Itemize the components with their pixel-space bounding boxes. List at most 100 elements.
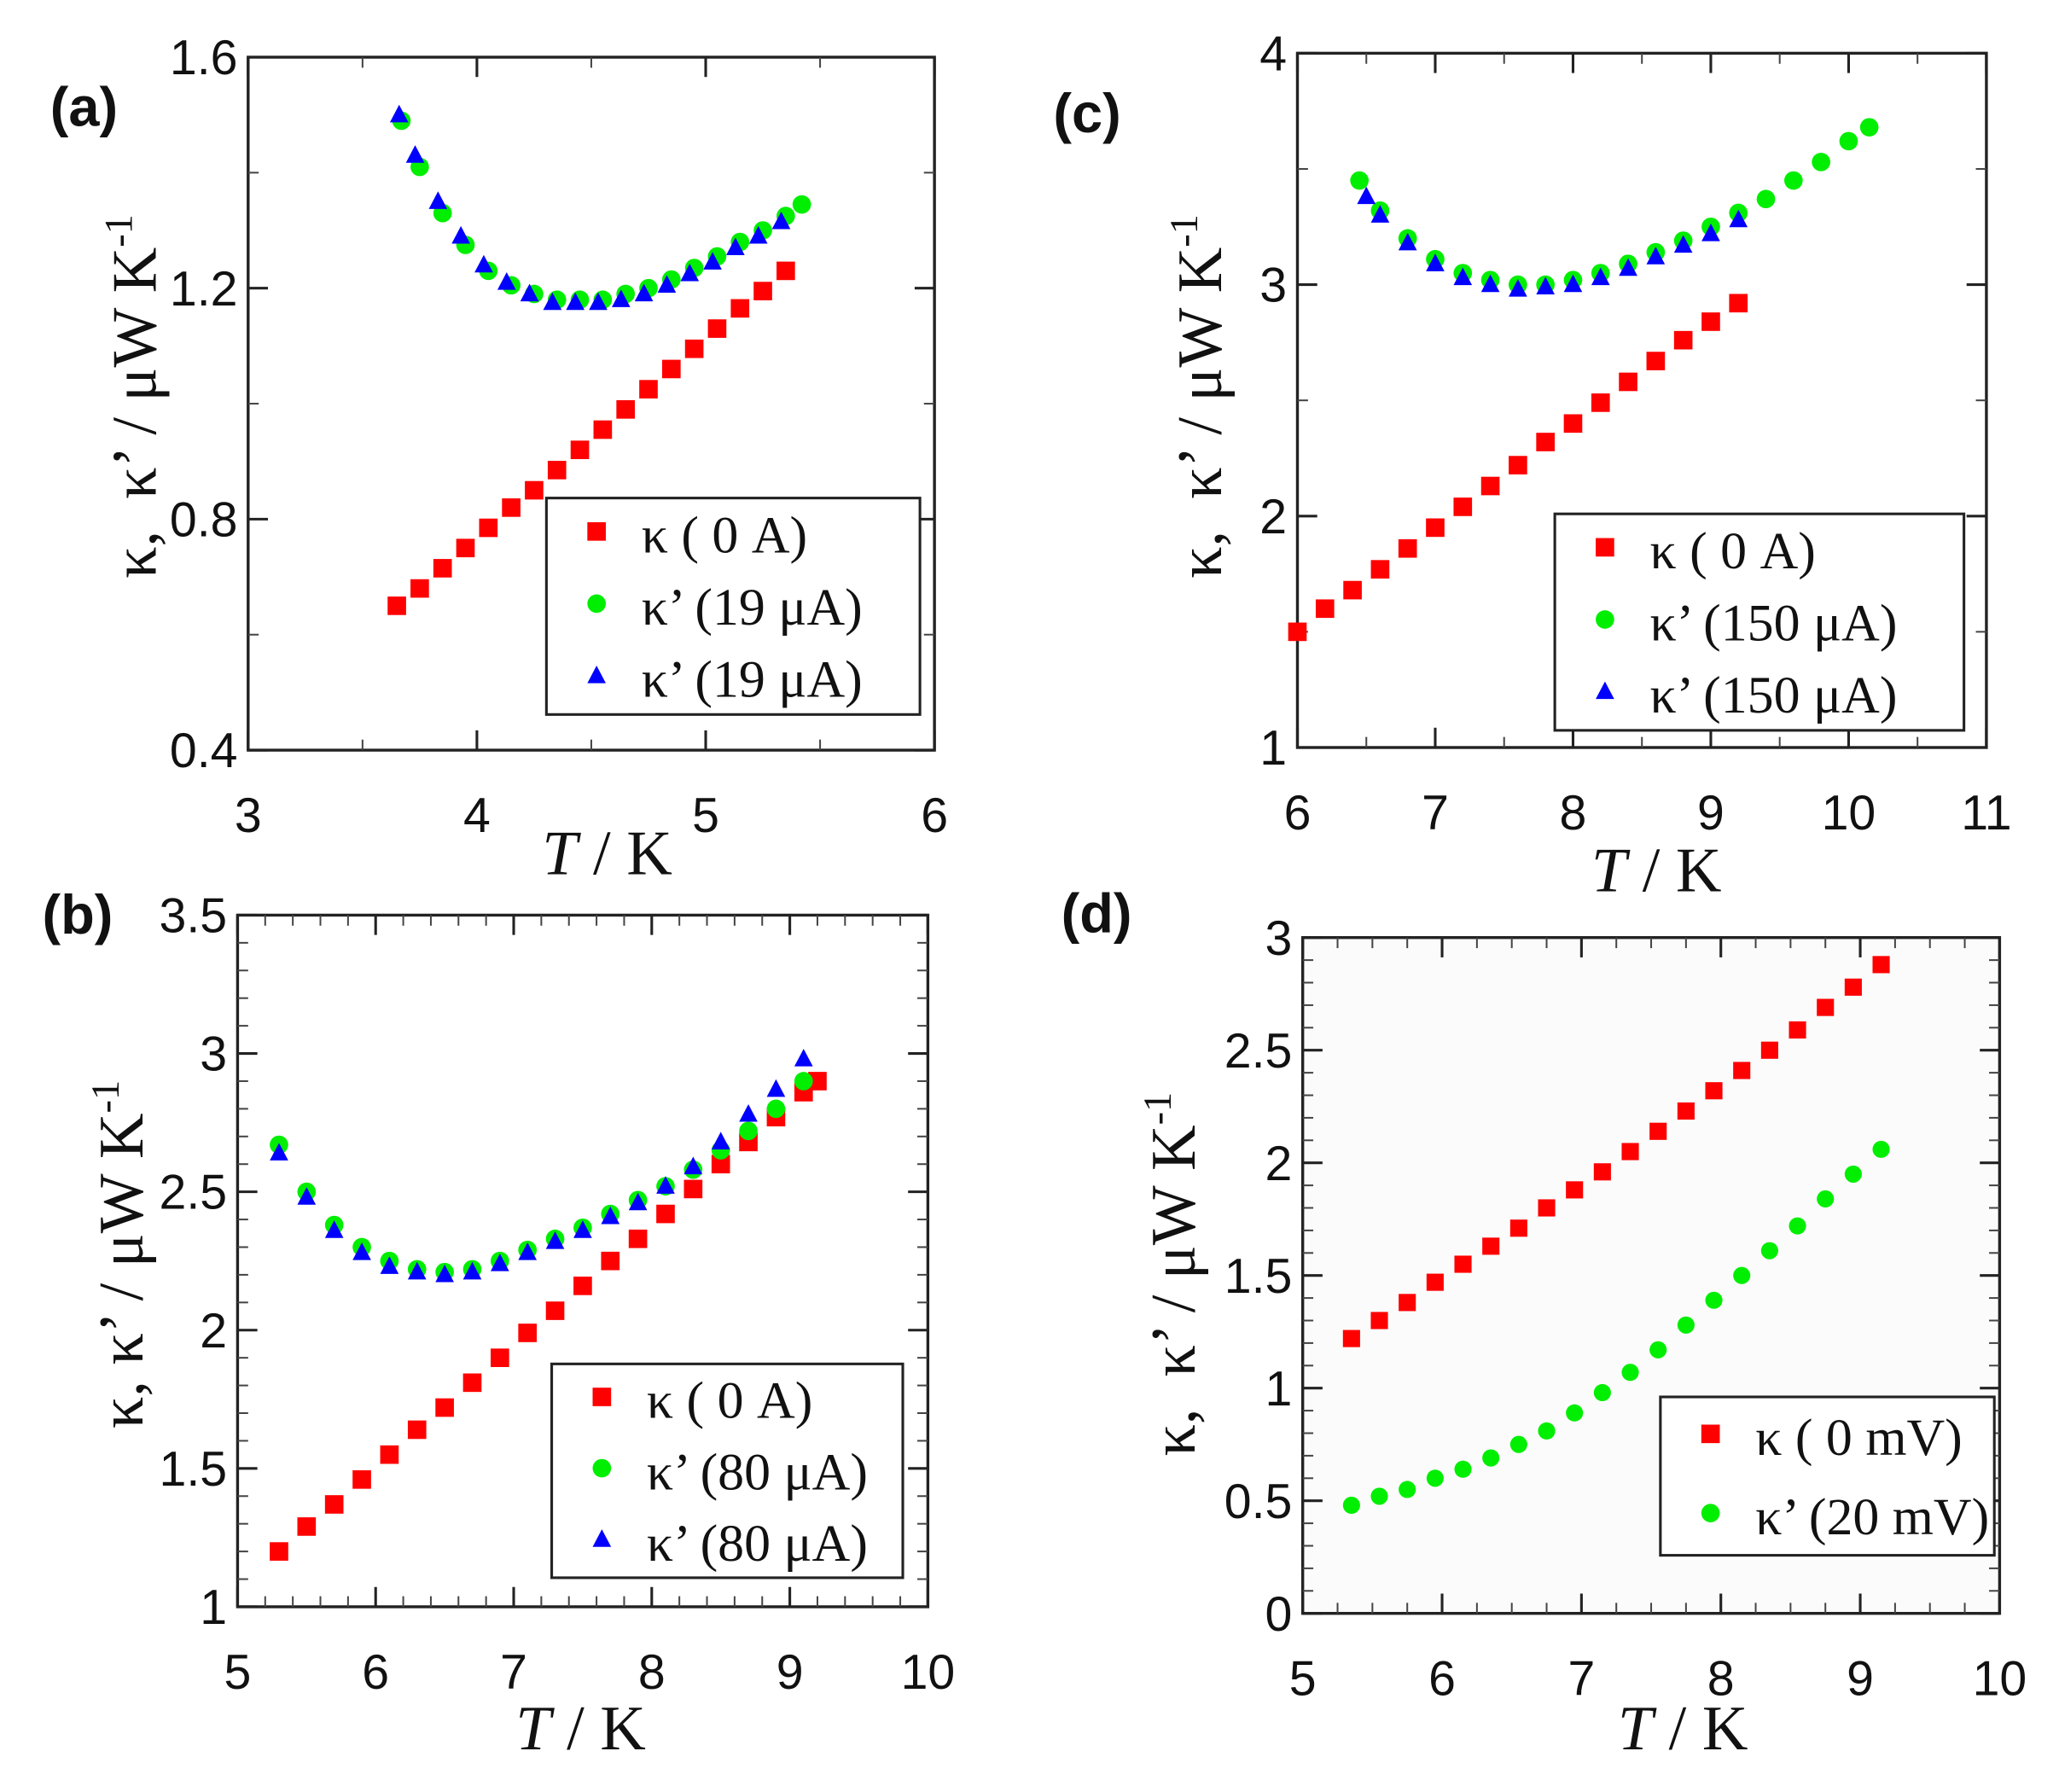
- legend-marker-triangle: [587, 666, 606, 684]
- data-point-square: [1760, 1041, 1778, 1059]
- data-point-square: [1817, 998, 1835, 1016]
- data-point-circle: [1370, 1487, 1388, 1505]
- data-point-square: [1480, 476, 1500, 496]
- data-point-square: [1729, 294, 1748, 313]
- data-point-triangle: [428, 191, 448, 209]
- data-point-triangle: [771, 211, 791, 230]
- y-tick-label: 1.5: [1224, 1249, 1293, 1304]
- data-point-square: [1509, 1219, 1527, 1237]
- data-point-circle: [1839, 131, 1858, 151]
- data-point-triangle: [1357, 186, 1376, 205]
- y-tick-label: 1: [1259, 721, 1287, 776]
- data-point-triangle: [657, 275, 677, 293]
- data-point-square: [639, 380, 658, 399]
- y-tick-label: 2: [1265, 1137, 1292, 1191]
- data-point-circle: [1621, 1364, 1639, 1382]
- data-point-triangle: [634, 283, 654, 302]
- data-point-square: [656, 1204, 675, 1224]
- data-point-triangle: [451, 225, 470, 244]
- data-point-triangle: [748, 225, 768, 244]
- legend: κ ( 0 A) κ’ (150 μA) κ’ (150 μA): [1553, 512, 1966, 732]
- data-point-triangle: [543, 292, 562, 311]
- panel-d: 5 6 7 8 9 10 0 0.5 1 1.5 2 2.5 3 (d) T / K κ, κ’ / μW K…: [1061, 882, 2027, 1764]
- panel-label: (d): [1061, 882, 1132, 945]
- panel-a: 3 4 5 6 0.4 0.8 1.2 1.6 (a) T / K κ, κ’ / μW K-1 κ …: [50, 31, 948, 888]
- data-point-square: [1566, 1181, 1584, 1199]
- y-tick-label: 1.6: [170, 31, 238, 85]
- data-point-triangle: [726, 237, 745, 255]
- x-axis-label-unit: / K: [577, 818, 672, 888]
- data-point-circle: [1538, 1422, 1556, 1440]
- x-tick-label: 5: [1289, 1652, 1317, 1707]
- data-point-triangle: [566, 292, 585, 311]
- legend-marker-circle: [1701, 1504, 1720, 1522]
- data-point-square: [707, 319, 727, 338]
- data-point-triangle: [601, 1206, 620, 1225]
- y-tick-label: 2: [1259, 490, 1287, 544]
- legend-label: κ ( 0 A): [1649, 522, 1815, 580]
- legend-marker-circle: [592, 1458, 612, 1478]
- legend-box: [1659, 1395, 1996, 1557]
- data-point-square: [410, 579, 429, 598]
- x-tick-label: 7: [1568, 1652, 1595, 1707]
- data-point-circle: [1756, 189, 1776, 209]
- y-tick-label: 1: [1265, 1362, 1292, 1417]
- y-tick-label: 0.5: [1224, 1475, 1293, 1529]
- legend-marker-square: [587, 521, 606, 541]
- data-point-square: [518, 1324, 538, 1342]
- data-point-triangle: [611, 289, 631, 307]
- data-point-square: [1705, 1082, 1723, 1100]
- y-axis-label-superscript: -1: [1163, 214, 1207, 247]
- data-point-circle: [794, 1072, 813, 1091]
- series-square: [1288, 294, 1748, 642]
- data-point-square: [1509, 456, 1527, 474]
- x-tick-label: 7: [500, 1645, 527, 1700]
- y-tick-label: 0.4: [170, 724, 238, 778]
- x-axis-label-symbol: T: [542, 818, 581, 888]
- data-point-circle: [1760, 1242, 1778, 1260]
- data-point-triangle: [407, 1261, 427, 1280]
- x-tick-label: 8: [1560, 786, 1587, 841]
- legend-label: κ’ (150 μA): [1649, 666, 1897, 724]
- y-tick-label: 4: [1259, 26, 1287, 81]
- data-point-square: [352, 1469, 371, 1489]
- data-point-circle: [1482, 1449, 1500, 1467]
- data-point-square: [573, 1277, 592, 1295]
- legend-label: κ’ (19 μA): [642, 579, 863, 637]
- legend-marker-circle: [587, 594, 606, 614]
- data-point-triangle: [518, 1242, 538, 1260]
- y-axis-label-superscript: -1: [1137, 1092, 1180, 1126]
- data-point-triangle: [1619, 258, 1637, 276]
- data-point-square: [324, 1495, 344, 1514]
- data-point-triangle: [1426, 253, 1445, 271]
- x-tick-label: 9: [776, 1645, 804, 1700]
- data-point-square: [435, 1398, 454, 1417]
- series-circle: [1342, 1140, 1890, 1515]
- x-tick-label: 10: [901, 1645, 956, 1700]
- data-point-triangle: [1370, 205, 1390, 223]
- data-point-square: [1872, 956, 1890, 974]
- x-tick-label: 7: [1422, 786, 1449, 841]
- x-axis-label: T / K: [542, 818, 672, 888]
- y-tick-label: 1: [200, 1580, 227, 1635]
- data-point-circle: [1509, 1435, 1527, 1453]
- x-axis-label-unit: / K: [1626, 836, 1721, 906]
- data-point-square: [601, 1251, 620, 1271]
- y-tick-label: 1.5: [160, 1442, 228, 1497]
- data-point-triangle: [545, 1231, 565, 1249]
- x-tick-label: 6: [1428, 1652, 1456, 1707]
- data-point-triangle: [794, 1049, 813, 1067]
- data-point-triangle: [1563, 274, 1583, 293]
- data-point-square: [387, 596, 406, 615]
- x-tick-label: 10: [1822, 786, 1876, 841]
- x-tick-label: 10: [1973, 1652, 2027, 1707]
- data-point-triangle: [462, 1261, 482, 1280]
- data-point-circle: [1566, 1404, 1584, 1422]
- data-point-triangle: [1509, 279, 1527, 297]
- data-point-square: [1453, 497, 1473, 516]
- data-point-triangle: [1646, 247, 1666, 265]
- data-point-triangle: [474, 254, 493, 273]
- data-point-square: [1342, 1329, 1360, 1347]
- data-point-square: [1646, 352, 1666, 370]
- series-triangle: [389, 104, 791, 311]
